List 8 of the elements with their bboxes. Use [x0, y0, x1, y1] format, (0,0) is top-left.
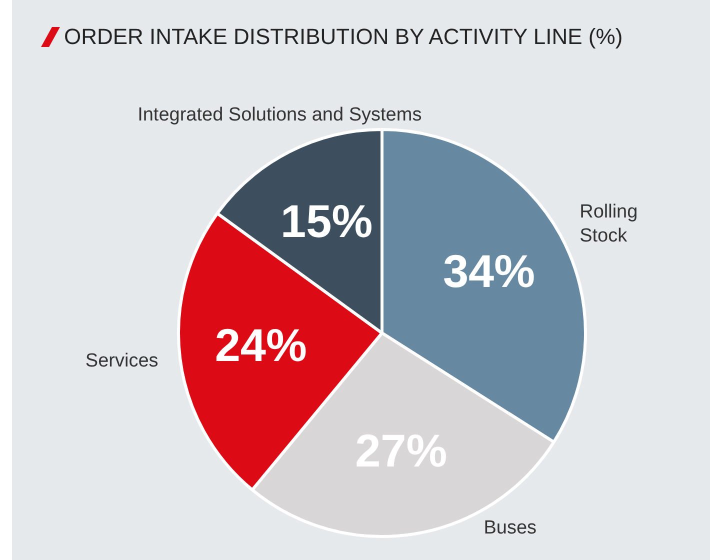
- slice-label: Services: [85, 350, 158, 372]
- slice-label: Buses: [484, 518, 537, 539]
- data-label: 24%: [214, 318, 307, 371]
- data-label: 34%: [442, 244, 536, 297]
- chart-title: ORDER INTAKE DISTRIBUTION BY ACTIVITY LINE (%): [64, 24, 623, 50]
- slice-label: Rolling Stock: [580, 202, 638, 247]
- slice-label: Integrated Solutions and Systems: [138, 104, 422, 126]
- data-label: 15%: [280, 194, 373, 247]
